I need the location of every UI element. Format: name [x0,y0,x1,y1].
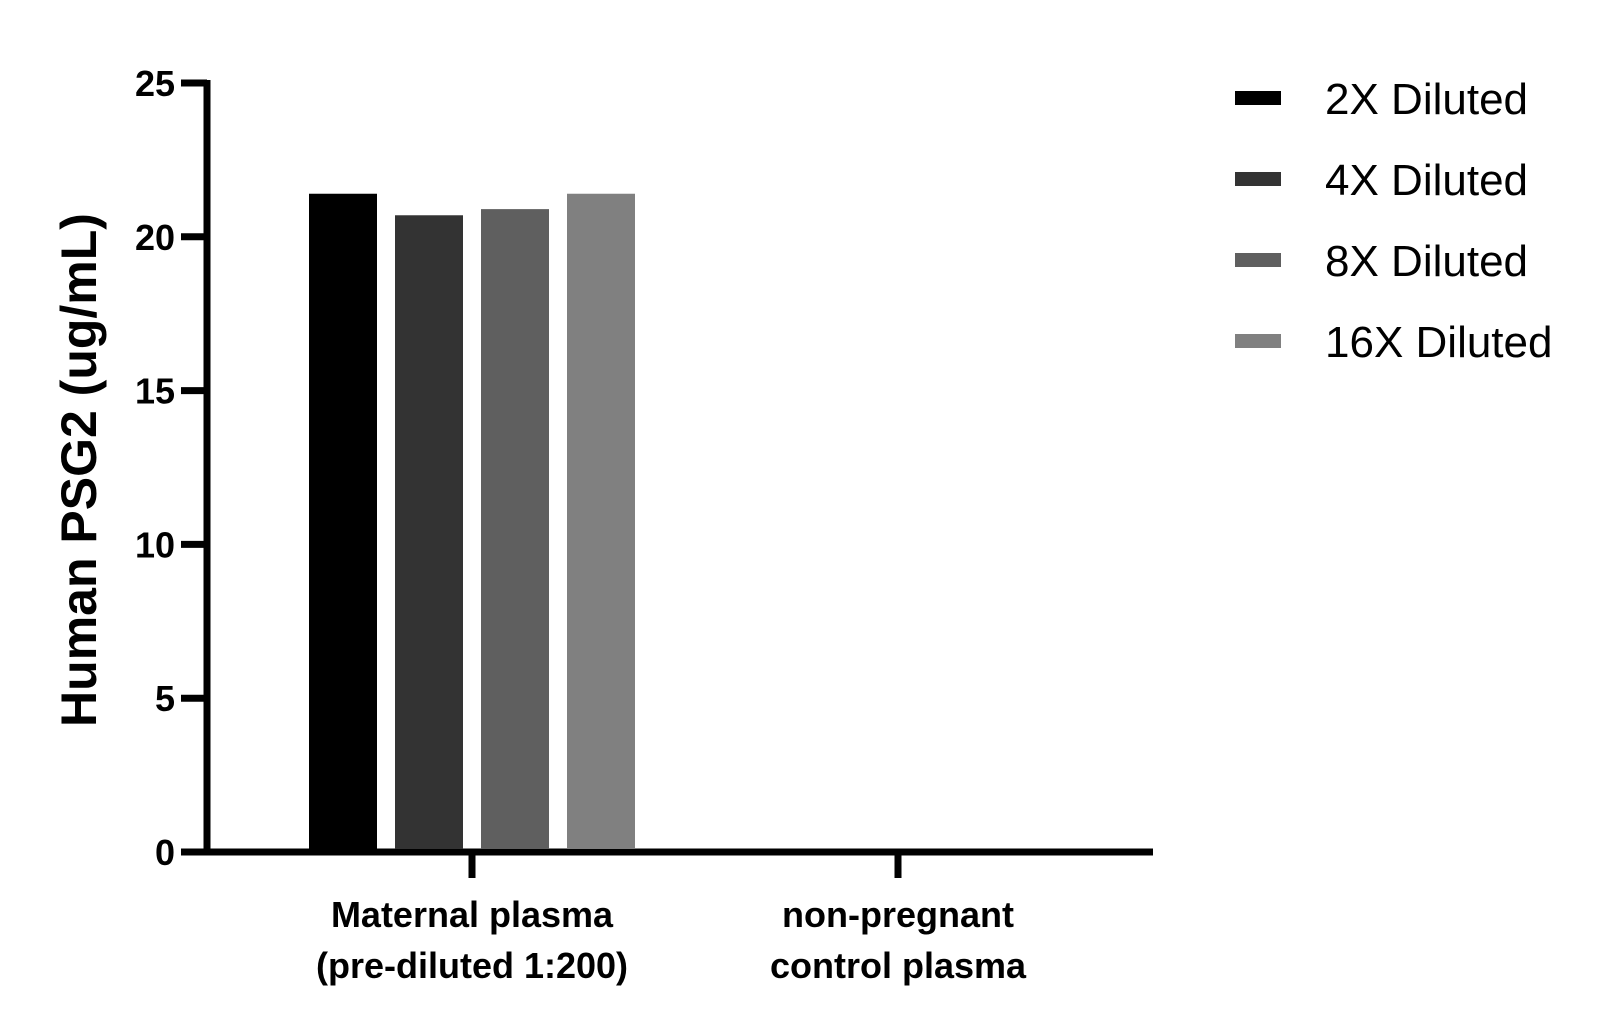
legend-label: 8X Diluted [1325,237,1528,286]
x-category-label: Maternal plasma [331,894,614,935]
y-tick-label: 5 [155,678,175,719]
bar [567,193,635,850]
y-tick-label: 0 [155,832,175,873]
legend-swatch [1235,91,1281,105]
x-category-label: (pre-diluted 1:200) [316,945,628,986]
y-tick-label: 25 [135,63,175,104]
bar [395,215,463,849]
legend: 2X Diluted 4X Diluted 8X Diluted 16X Dilute… [1235,75,1552,367]
y-tick-label: 10 [135,524,175,565]
legend-label: 2X Diluted [1325,75,1528,124]
legend-label: 16X Diluted [1325,318,1552,367]
bars [309,193,635,850]
y-axis-ticks: 0 5 10 15 20 25 [135,63,207,873]
bar [309,193,377,850]
legend-label: 4X Diluted [1325,156,1528,205]
legend-swatch [1235,334,1281,348]
x-category-label: control plasma [770,945,1027,986]
y-tick-label: 20 [135,217,175,258]
x-axis-ticks: Maternal plasma (pre-diluted 1:200) non-pr… [316,852,1027,986]
y-tick-label: 15 [135,371,175,412]
legend-swatch [1235,172,1281,186]
legend-swatch [1235,253,1281,267]
y-axis-title: Human PSG2 (ug/mL) [51,213,107,727]
bar [481,209,549,850]
axes [203,80,1153,856]
x-category-label: non-pregnant [782,894,1014,935]
